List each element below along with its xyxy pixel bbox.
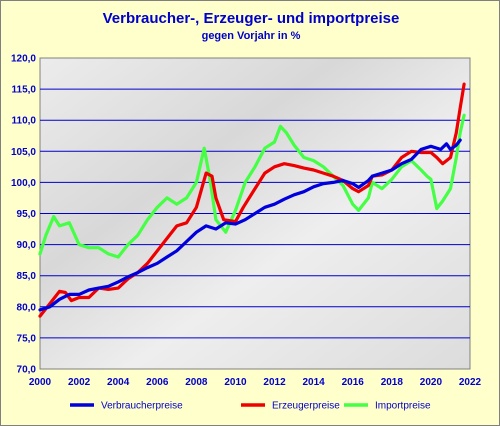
y-tick-label: 120,0 [11,54,36,65]
series-lines [38,82,466,318]
y-tick-label: 75,0 [17,333,37,344]
x-tick-label: 2004 [107,377,130,388]
x-tick-label: 2012 [263,377,286,388]
legend: Verbraucherpreise Erzeugerpreise Importpre… [70,401,431,412]
x-tick-label: 2022 [459,377,482,388]
x-tick-label: 2006 [146,377,169,388]
chart-subtitle: gegen Vorjahr in % [201,30,301,42]
legend-label: Erzeugerpreise [272,401,340,412]
legend-label: Verbraucherpreise [101,401,183,412]
y-axis: 120,0 115,0 110,0 105,0 100,0 95,0 90,0 85,0 80,… [11,54,36,376]
y-tick-label: 85,0 [17,271,37,282]
y-tick-label: 95,0 [17,209,37,220]
chart-title: Verbraucher-, Erzeuger- und importpreise [102,10,400,27]
series-line-importpreise [38,113,466,259]
x-axis: 2000 2002 2004 2006 2008 2010 2012 2014 2016 2018… [29,377,482,388]
x-tick-label: 2008 [185,377,208,388]
y-tick-label: 80,0 [17,302,37,313]
series-line-verbraucherpreise [38,138,462,312]
x-tick-label: 2000 [29,377,52,388]
y-tick-label: 90,0 [17,240,37,251]
x-tick-label: 2010 [224,377,247,388]
y-tick-label: 110,0 [12,116,37,127]
y-tick-label: 105,0 [11,147,36,158]
x-tick-label: 2002 [68,377,91,388]
x-tick-label: 2020 [420,377,443,388]
y-tick-label: 115,0 [12,85,37,96]
series-line-erzeugerpreise [38,82,466,318]
x-tick-label: 2014 [303,377,326,388]
y-tick-label: 100,0 [11,178,36,189]
x-tick-label: 2016 [342,377,365,388]
y-tick-label: 70,0 [17,365,37,376]
legend-label: Importpreise [375,401,431,412]
x-tick-label: 2018 [381,377,404,388]
